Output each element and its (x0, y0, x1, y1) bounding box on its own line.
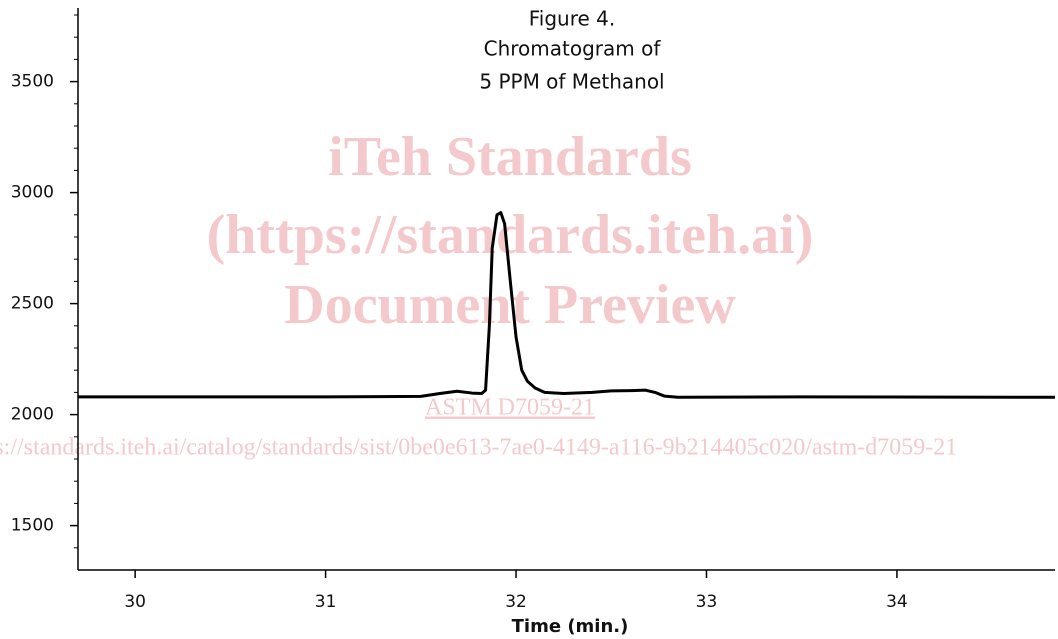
x-tick-label: 34 (886, 592, 908, 612)
x-tick-label: 30 (124, 592, 146, 612)
y-tick-label: 2500 (11, 294, 54, 314)
y-tick-label: 3500 (11, 72, 54, 92)
chart-title: 5 PPM of Methanol (479, 70, 664, 94)
watermark-url[interactable]: https://standards.iteh.ai/catalog/standa… (0, 435, 957, 461)
x-tick-label: 33 (696, 592, 718, 612)
watermark: (https://standards.iteh.ai) (207, 204, 814, 266)
x-tick-label: 32 (505, 592, 527, 612)
watermark: iTeh Standards (328, 126, 692, 188)
y-tick-label: 2000 (11, 405, 54, 425)
watermark-link[interactable]: ASTM D7059-21 (425, 395, 595, 421)
y-tick-label: 1500 (11, 516, 54, 536)
chromatogram-line (78, 211, 1056, 399)
x-axis-label: Time (min.) (512, 616, 629, 637)
chart-title: Chromatogram of (484, 37, 662, 61)
y-tick-label: 3000 (11, 183, 54, 203)
x-tick-label: 31 (315, 592, 337, 612)
chart-title: Figure 4. (529, 7, 616, 31)
